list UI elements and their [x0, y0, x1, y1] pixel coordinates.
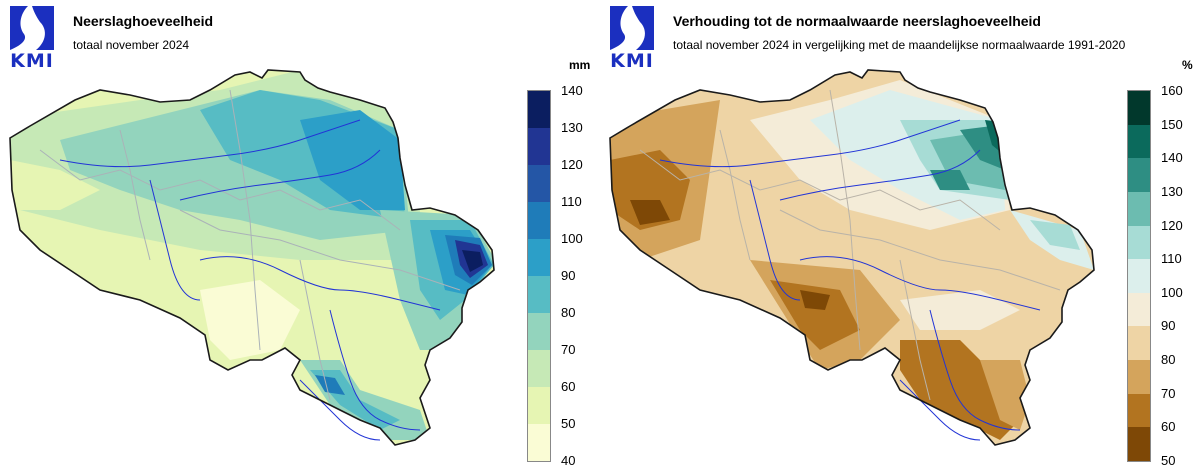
legend-bin	[1128, 427, 1150, 462]
legend-unit: %	[1182, 58, 1193, 72]
legend-tick-label: 120	[561, 157, 583, 172]
legend-bin	[528, 128, 550, 165]
legend-bin	[528, 387, 550, 424]
legend-tick-label: 100	[561, 231, 583, 246]
legend-bin	[1128, 91, 1150, 125]
legend-tick-label: 110	[561, 194, 582, 209]
legend-tick-label: 60	[1161, 419, 1176, 435]
legend-tick-label: 130	[561, 120, 583, 135]
legend-tick-label: 150	[1161, 116, 1183, 132]
legend-tick-label: 100	[1161, 284, 1183, 300]
precipitation-legend-ticks: 140 130 120 110 100 90 80 70 60 50 40	[561, 84, 600, 467]
legend-tick-label: 80	[561, 305, 576, 320]
legend-tick-label: 50	[561, 416, 576, 431]
legend-tick-label: 50	[1161, 453, 1176, 468]
legend-bin	[528, 276, 550, 313]
legend-tick-label: 90	[561, 268, 576, 283]
legend-tick-label: 140	[1161, 150, 1183, 166]
precipitation-legend	[527, 90, 551, 462]
legend-bin	[1128, 259, 1150, 294]
precipitation-panel: KMI Neerslaghoeveelheid totaal november …	[6, 4, 600, 467]
legend-bin	[1128, 124, 1150, 159]
map-title: Neerslaghoeveelheid	[73, 13, 214, 29]
legend-tick-label: 90	[1161, 318, 1176, 334]
legend-bin	[528, 202, 550, 239]
ratio-panel: KMI Verhouding tot de normaalwaarde neer…	[600, 0, 1200, 475]
map-subtitle: totaal november 2024 in vergelijking met…	[673, 38, 1126, 52]
legend-bin	[1128, 360, 1150, 395]
legend-bin	[528, 239, 550, 276]
legend-tick-label: 160	[1161, 83, 1183, 98]
legend-unit: mm	[569, 58, 591, 72]
legend-tick-label: 120	[1161, 217, 1183, 233]
legend-tick-label: 130	[1161, 183, 1183, 199]
map-title: Verhouding tot de normaalwaarde neerslag…	[673, 13, 1041, 29]
kmi-logo: KMI	[606, 4, 658, 72]
kmi-logo: KMI	[6, 4, 58, 72]
legend-bin	[528, 424, 550, 461]
legend-bin	[1128, 158, 1150, 193]
precipitation-map	[9, 69, 495, 446]
kmi-logo-icon	[6, 4, 58, 52]
legend-tick-label: 110	[1161, 251, 1182, 267]
legend-bin	[1128, 225, 1150, 260]
legend-bin	[528, 165, 550, 202]
ratio-legend	[1127, 90, 1151, 462]
legend-tick-label: 140	[561, 83, 583, 98]
kmi-logo-text: KMI	[10, 50, 54, 72]
legend-bin	[528, 313, 550, 350]
kmi-logo-icon	[606, 4, 658, 52]
legend-tick-label: 70	[561, 342, 576, 357]
ratio-map	[609, 69, 1095, 446]
legend-tick-label: 60	[561, 379, 576, 394]
legend-bin	[1128, 191, 1150, 226]
legend-bin	[1128, 326, 1150, 361]
kmi-logo-text: KMI	[610, 50, 654, 72]
ratio-legend-ticks: 160 150 140 130 120 110 100 90 80 70 60 50	[1161, 84, 1200, 467]
legend-tick-label: 40	[561, 453, 576, 468]
legend-bin	[1128, 393, 1150, 428]
legend-bin	[528, 91, 550, 128]
legend-tick-label: 70	[1161, 385, 1176, 401]
map-subtitle: totaal november 2024	[73, 38, 190, 52]
legend-bin	[1128, 292, 1150, 327]
legend-tick-label: 80	[1161, 352, 1176, 368]
legend-bin	[528, 350, 550, 387]
